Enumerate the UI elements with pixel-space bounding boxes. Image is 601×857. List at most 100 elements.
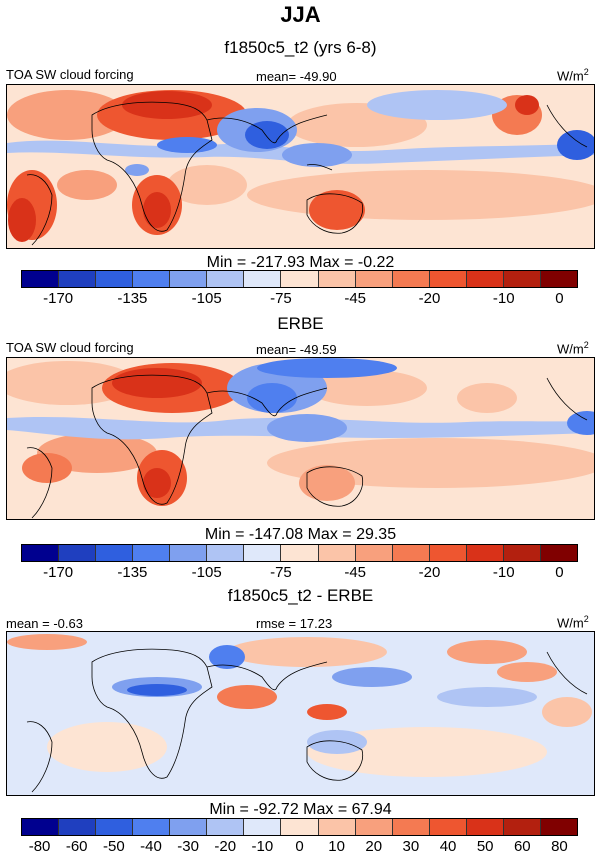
colorbar-tick-label: 60 (513, 838, 531, 855)
colorbar-swatch (207, 819, 245, 835)
colorbar-swatch (170, 819, 208, 835)
colorbar-swatch (133, 819, 171, 835)
colorbar-swatch (466, 819, 504, 835)
colorbar-swatch (318, 545, 356, 561)
panel2-stats: Min = -147.08 Max = 29.35 (204, 526, 397, 543)
panel1-mean-label: mean= -49.90 (256, 69, 337, 84)
colorbar-swatch (244, 545, 282, 561)
panel1-colorbar-ticks: -170 -135 -105 -75 -45 -20 -10 0 (21, 290, 578, 308)
colorbar-swatch (244, 271, 282, 287)
panel2-colorbar-ticks: -170 -135 -105 -75 -45 -20 -10 0 (21, 564, 578, 582)
panel1-unit: W/m2 (557, 67, 589, 84)
colorbar-swatch (429, 545, 467, 561)
colorbar-tick-label: 30 (402, 838, 420, 855)
colorbar-tick-label: 0 (295, 838, 304, 855)
panel3-colorbar-ticks: -80 -60 -50 -40 -30 -20 -10 0 10 20 30 40 50 60 80 (21, 838, 578, 856)
colorbar-swatch (59, 819, 97, 835)
panel3-subtitle: f1850c5_t2 - ERBE (227, 586, 374, 605)
colorbar-swatch (318, 819, 356, 835)
colorbar-swatch (281, 271, 319, 287)
colorbar-swatch (170, 271, 208, 287)
colorbar-swatch (503, 271, 541, 287)
colorbar-swatch (392, 819, 430, 835)
panel1-colorbar (21, 270, 578, 288)
colorbar-swatch (355, 271, 393, 287)
colorbar-tick-label: -10 (492, 564, 515, 581)
colorbar-swatch (59, 271, 97, 287)
panel3-colorbar (21, 818, 578, 836)
panel3-map (6, 631, 595, 796)
panel1-left-label: TOA SW cloud forcing (6, 67, 134, 82)
panel3-unit: W/m2 (557, 614, 589, 631)
colorbar-swatch (96, 819, 134, 835)
colorbar-swatch (503, 545, 541, 561)
colorbar-swatch (392, 271, 430, 287)
colorbar-tick-label: -80 (28, 838, 51, 855)
colorbar-swatch (59, 545, 97, 561)
colorbar-swatch (133, 271, 171, 287)
colorbar-swatch (281, 545, 319, 561)
colorbar-swatch (466, 545, 504, 561)
colorbar-swatch (540, 545, 577, 561)
colorbar-tick-label: 0 (555, 290, 564, 307)
colorbar-tick-label: -135 (117, 290, 148, 307)
colorbar-tick-label: -135 (117, 564, 148, 581)
colorbar-tick-label: -75 (270, 290, 292, 307)
colorbar-tick-label: -45 (344, 564, 367, 581)
panel3-mean-label: mean = -0.63 (6, 616, 83, 631)
colorbar-tick-label: -30 (177, 838, 199, 855)
colorbar-tick-label: -40 (140, 838, 162, 855)
colorbar-tick-label: -50 (102, 838, 125, 855)
colorbar-tick-label: 40 (439, 838, 457, 855)
colorbar-swatch (96, 545, 134, 561)
colorbar-swatch (429, 819, 467, 835)
colorbar-swatch (22, 819, 60, 835)
colorbar-swatch (355, 545, 393, 561)
panel1-subtitle: f1850c5_t2 (yrs 6-8) (224, 38, 377, 57)
colorbar-tick-label: -20 (418, 564, 441, 581)
colorbar-tick-label: -45 (344, 290, 367, 307)
panel3-rmse-label: rmse = 17.23 (256, 616, 333, 631)
colorbar-tick-label: -10 (492, 290, 515, 307)
colorbar-tick-label: 10 (328, 838, 345, 855)
colorbar-swatch (355, 819, 393, 835)
panel2-unit: W/m2 (557, 340, 589, 357)
colorbar-swatch (540, 271, 577, 287)
colorbar-tick-label: 50 (476, 838, 494, 855)
colorbar-swatch (244, 819, 282, 835)
colorbar-tick-label: 80 (551, 838, 568, 855)
panel2-colorbar (21, 544, 578, 562)
colorbar-swatch (318, 271, 356, 287)
colorbar-tick-label: -105 (191, 564, 222, 581)
colorbar-tick-label: -75 (270, 564, 292, 581)
panel1-map (6, 84, 595, 249)
colorbar-tick-label: -105 (191, 290, 222, 307)
colorbar-tick-label: -20 (214, 838, 237, 855)
colorbar-swatch (540, 819, 577, 835)
colorbar-swatch (466, 271, 504, 287)
colorbar-swatch (281, 819, 319, 835)
colorbar-swatch (22, 271, 60, 287)
figure-title: JJA (280, 2, 321, 27)
colorbar-swatch (429, 271, 467, 287)
panel2-map (6, 357, 595, 520)
colorbar-swatch (503, 819, 541, 835)
colorbar-tick-label: -60 (65, 838, 88, 855)
colorbar-swatch (22, 545, 60, 561)
colorbar-tick-label: -20 (418, 290, 441, 307)
colorbar-swatch (96, 271, 134, 287)
panel3-stats: Min = -92.72 Max = 67.94 (209, 801, 392, 818)
colorbar-swatch (170, 545, 208, 561)
colorbar-swatch (207, 271, 245, 287)
colorbar-tick-label: 0 (555, 564, 564, 581)
colorbar-tick-label: -170 (43, 564, 74, 581)
panel2-mean-label: mean= -49.59 (256, 342, 337, 357)
colorbar-tick-label: 20 (365, 838, 383, 855)
panel2-left-label: TOA SW cloud forcing (6, 340, 134, 355)
colorbar-swatch (392, 545, 430, 561)
panel1-stats: Min = -217.93 Max = -0.22 (206, 254, 395, 271)
panel2-subtitle: ERBE (277, 314, 324, 333)
colorbar-tick-label: -170 (43, 290, 74, 307)
colorbar-swatch (207, 545, 245, 561)
colorbar-swatch (133, 545, 171, 561)
